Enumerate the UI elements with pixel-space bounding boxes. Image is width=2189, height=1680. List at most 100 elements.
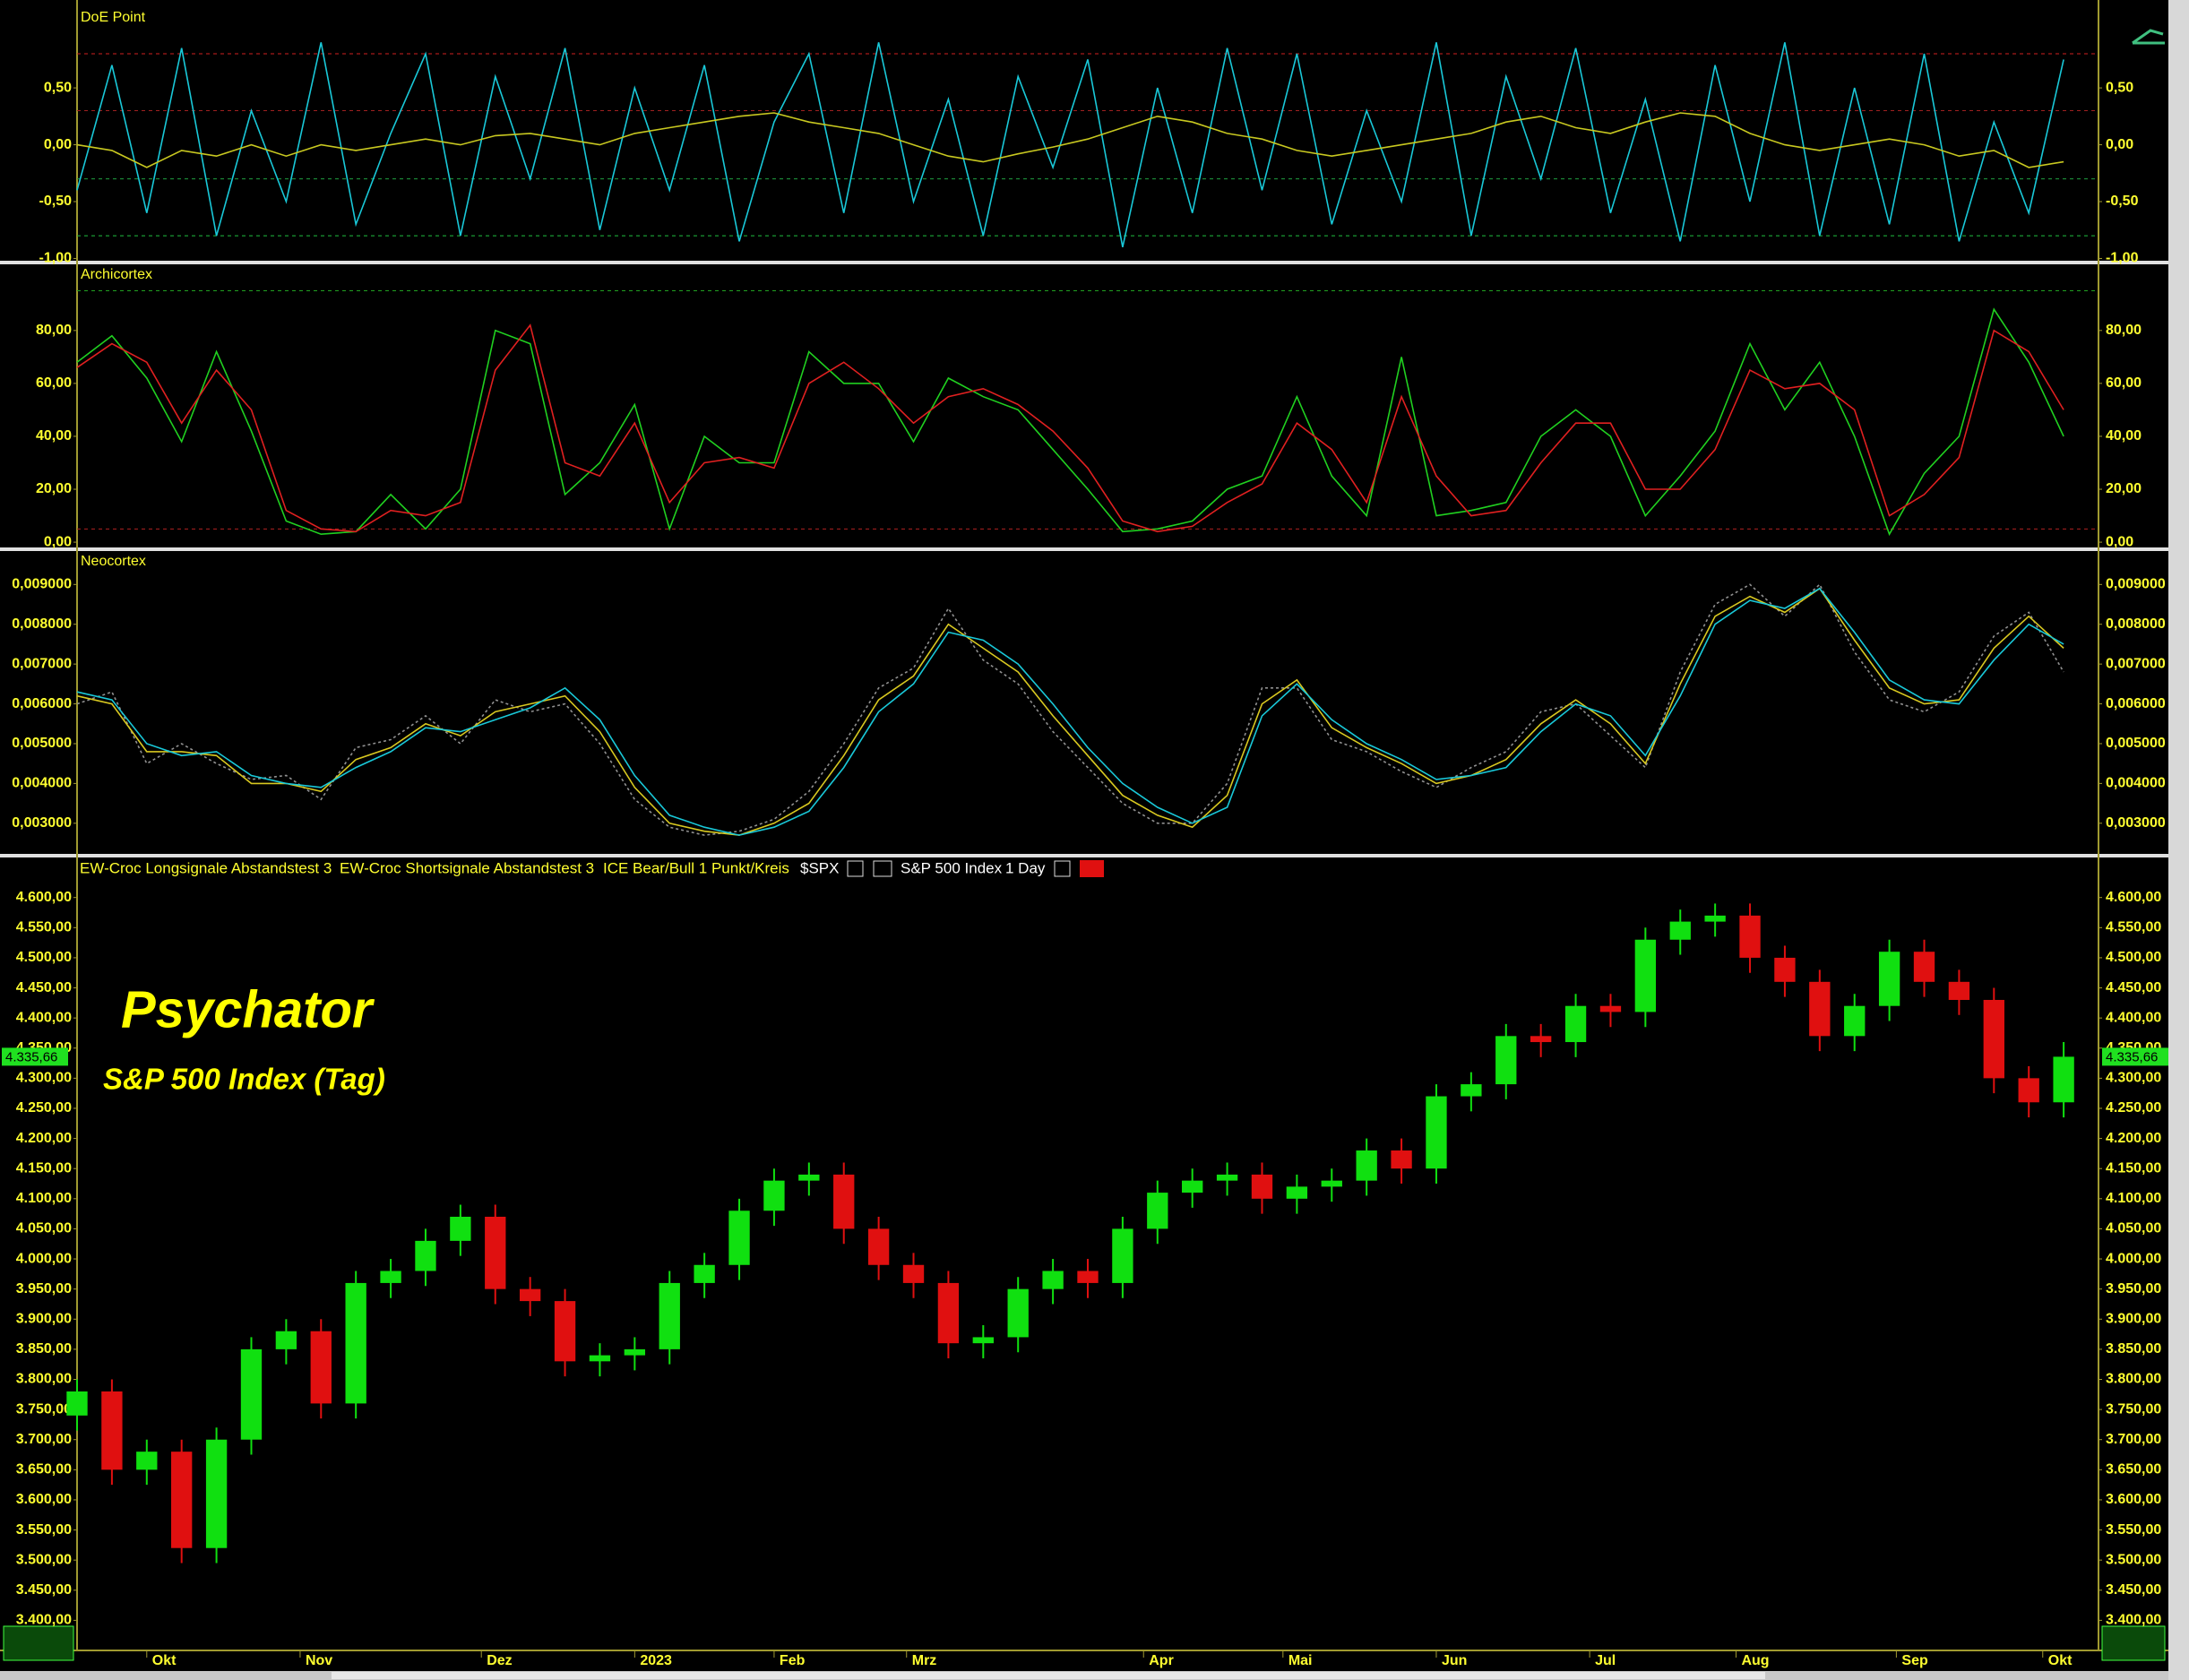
candle-body bbox=[1077, 1271, 1099, 1283]
right-scroll-edge[interactable] bbox=[2168, 0, 2189, 1680]
y-tick-label: 4.200,00 bbox=[2106, 1131, 2161, 1146]
panel-title: DoE Point bbox=[81, 10, 146, 25]
y-tick-label: -0,50 bbox=[39, 194, 73, 209]
y-tick-label: 4.150,00 bbox=[2106, 1160, 2161, 1176]
x-tick-label: Apr bbox=[1149, 1653, 1174, 1668]
candle-body bbox=[1426, 1096, 1447, 1169]
candle-body bbox=[1251, 1174, 1273, 1199]
x-tick-label: Sep bbox=[1901, 1653, 1928, 1668]
y-tick-label: 0,00 bbox=[44, 534, 72, 549]
last-price-box bbox=[2102, 1047, 2168, 1066]
y-tick-label: 3.750,00 bbox=[16, 1401, 72, 1417]
y-tick-label: 0,007000 bbox=[2106, 656, 2166, 671]
indicator-label[interactable]: ICE Bear/Bull 1 Punkt/Kreis bbox=[603, 859, 789, 876]
chart-icon[interactable] bbox=[2132, 29, 2165, 45]
candle-body bbox=[101, 1391, 123, 1470]
candle-body bbox=[833, 1174, 855, 1229]
y-tick-label: 4.050,00 bbox=[2106, 1221, 2161, 1236]
candle-body bbox=[136, 1452, 158, 1470]
separator bbox=[0, 854, 2189, 857]
x-tick-label: Aug bbox=[1741, 1653, 1769, 1668]
panel: Neocortex 0,003000 0,003000 0,004000 0,00400… bbox=[12, 554, 2166, 836]
indicator-label[interactable]: EW-Croc Shortsignale Abstandstest 3 bbox=[340, 859, 594, 876]
y-tick-label: 4.550,00 bbox=[16, 920, 72, 935]
y-tick-label: 3.800,00 bbox=[16, 1372, 72, 1387]
x-tick-label: Okt bbox=[152, 1653, 177, 1668]
indicator-line bbox=[76, 587, 2064, 836]
y-tick-label: 3.800,00 bbox=[2106, 1372, 2161, 1387]
candle-body bbox=[1182, 1180, 1203, 1193]
candle-body bbox=[902, 1264, 925, 1283]
overlay-subtitle: S&P 500 Index (Tag) bbox=[103, 1063, 385, 1096]
candle-body bbox=[1461, 1084, 1482, 1097]
candle-body bbox=[1844, 1005, 1866, 1037]
panel: Archicortex 0,00 0,00 20,00 20,00 40,00 40,00 6… bbox=[36, 267, 2142, 549]
y-tick-label: 3.400,00 bbox=[16, 1613, 72, 1628]
realtime-button[interactable] bbox=[1080, 860, 1104, 877]
candle-body bbox=[450, 1216, 471, 1241]
y-tick-label: 80,00 bbox=[36, 323, 72, 338]
y-tick-label: 0,005000 bbox=[2106, 736, 2166, 751]
volume-box-left bbox=[3, 1625, 74, 1661]
y-tick-label: 4.100,00 bbox=[2106, 1191, 2161, 1206]
candle-body bbox=[380, 1271, 401, 1283]
overlay-title: Psychator bbox=[121, 980, 375, 1038]
y-tick-label: 3.650,00 bbox=[16, 1462, 72, 1478]
y-tick-label: 0,004000 bbox=[12, 776, 72, 791]
y-tick-label: 0,50 bbox=[2106, 80, 2133, 95]
candle-body bbox=[554, 1301, 576, 1362]
y-tick-label: 40,00 bbox=[36, 428, 72, 444]
candle-body bbox=[240, 1348, 263, 1440]
y-tick-label: 3.850,00 bbox=[16, 1341, 72, 1357]
y-tick-label: 0,005000 bbox=[12, 736, 72, 751]
candle-body bbox=[1739, 915, 1761, 958]
scroll-thumb[interactable] bbox=[332, 1672, 1765, 1679]
interval-dropdown[interactable] bbox=[1054, 860, 1071, 877]
type-dropdown[interactable] bbox=[873, 860, 892, 877]
y-tick-label: 4.600,00 bbox=[2106, 890, 2161, 905]
y-tick-label: 3.550,00 bbox=[2106, 1522, 2161, 1538]
y-tick-label: 3.450,00 bbox=[16, 1582, 72, 1598]
y-tick-label: 3.650,00 bbox=[2106, 1462, 2161, 1478]
candle-body bbox=[1530, 1036, 1552, 1043]
indicator-line bbox=[76, 307, 2064, 537]
candle-body bbox=[1007, 1288, 1029, 1338]
candle-body bbox=[1391, 1150, 1412, 1169]
y-tick-label: 0,00 bbox=[2106, 137, 2133, 152]
y-tick-label: 4.250,00 bbox=[16, 1100, 72, 1116]
y-tick-label: 3.950,00 bbox=[16, 1281, 72, 1297]
y-tick-label: 3.700,00 bbox=[16, 1432, 72, 1447]
candle-body bbox=[310, 1331, 332, 1404]
x-tick-label: Nov bbox=[306, 1653, 332, 1668]
panel-title: Neocortex bbox=[81, 554, 146, 569]
y-tick-label: 0,009000 bbox=[2106, 577, 2166, 592]
candle-body bbox=[867, 1228, 890, 1265]
candle-body bbox=[1321, 1180, 1342, 1187]
y-tick-label: -1,00 bbox=[2106, 251, 2139, 266]
symbol-dropdown[interactable] bbox=[847, 860, 864, 877]
x-tick-label: Okt bbox=[2048, 1653, 2073, 1668]
candle-body bbox=[275, 1331, 297, 1349]
indicator-label[interactable]: EW-Croc Longsignale Abstandstest 3 bbox=[80, 859, 332, 876]
y-tick-label: 0,00 bbox=[2106, 534, 2133, 549]
x-tick-label: Jul bbox=[1595, 1653, 1616, 1668]
y-tick-label: 0,009000 bbox=[12, 577, 72, 592]
toolbar: EW-Croc Longsignale Abstandstest 3 EW-Cr… bbox=[80, 859, 1104, 877]
candle-body bbox=[1948, 981, 1970, 1000]
y-tick-label: 3.850,00 bbox=[2106, 1341, 2161, 1357]
candle-body bbox=[1634, 939, 1657, 1012]
candle-body bbox=[1042, 1271, 1064, 1289]
y-tick-label: 3.600,00 bbox=[2106, 1492, 2161, 1507]
candle-body bbox=[1564, 1005, 1587, 1043]
candle-body bbox=[972, 1337, 994, 1344]
y-tick-label: 3.700,00 bbox=[2106, 1432, 2161, 1447]
panel-title: Archicortex bbox=[81, 267, 152, 282]
y-tick-label: 3.600,00 bbox=[16, 1492, 72, 1507]
volume-box-right bbox=[2101, 1625, 2166, 1661]
symbol[interactable]: $SPX bbox=[800, 859, 839, 876]
panel: 3.400,00 3.400,00 3.450,00 3.450,00 3.500,00… bbox=[2, 890, 2168, 1668]
y-tick-label: 4.200,00 bbox=[16, 1131, 72, 1146]
interval[interactable]: 1 Day bbox=[1005, 859, 1046, 876]
